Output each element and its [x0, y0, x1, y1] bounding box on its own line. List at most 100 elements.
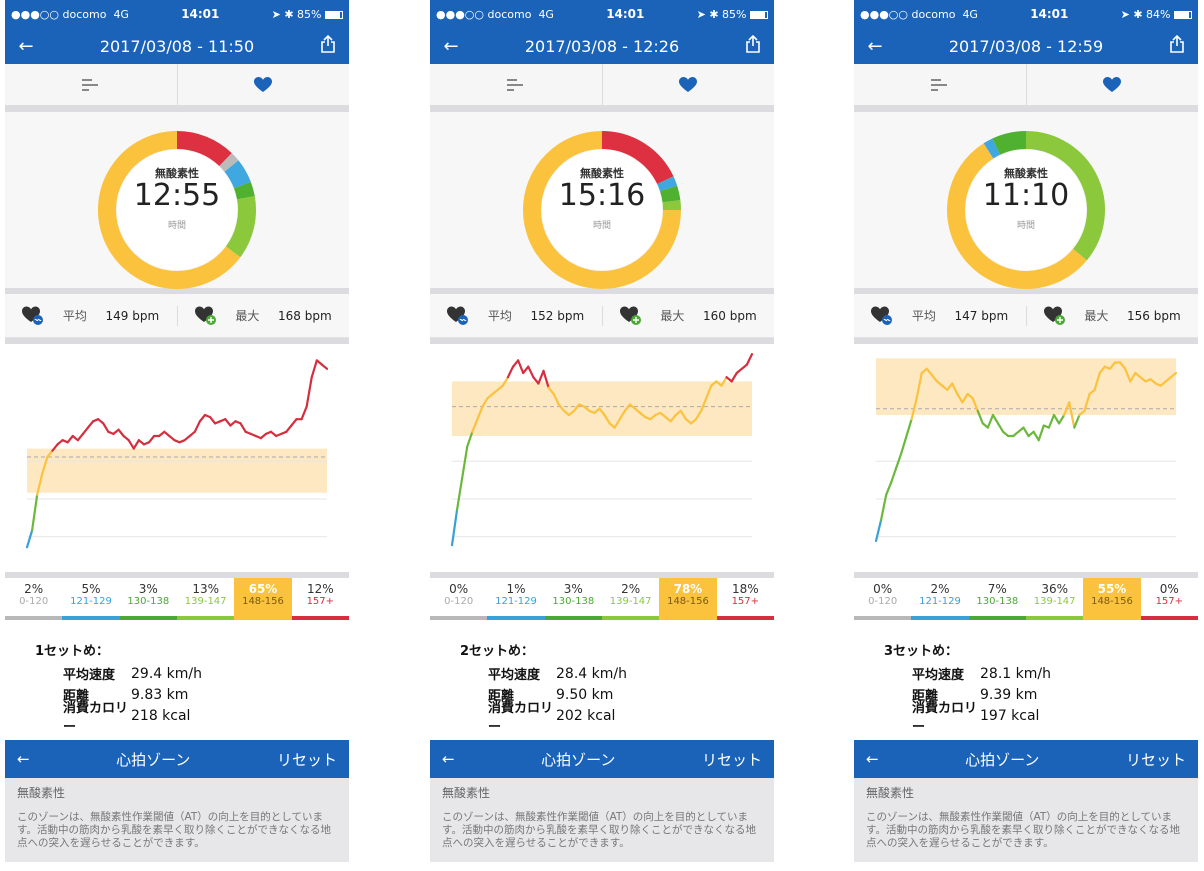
avg-bpm-stat: 平均 152 bpm: [430, 306, 602, 326]
zone-range: 157+: [731, 596, 760, 607]
zone-cell: 18% 157+: [716, 578, 774, 620]
phone-screen: ●●●○○ docomo 4G 14:01 ➤ ✱ 85% ← 2017/03/…: [430, 0, 774, 620]
zone-panel-header: ← 心拍ゾーン リセット: [854, 740, 1198, 778]
avg-heart-icon: [447, 306, 469, 325]
zone-color-bar: [854, 616, 912, 620]
hr-line-segment: [745, 352, 754, 366]
reset-button[interactable]: リセット: [1125, 750, 1186, 769]
distance-label: 距離: [488, 689, 515, 704]
set-summary: 2セットめ： 平均速度 28.4 km/h 距離 9.50 km 消費カロリー 202…: [460, 640, 627, 735]
zone-color-bar: [5, 616, 63, 620]
hr-line-segment: [1118, 361, 1127, 370]
hr-line-segment: [915, 371, 923, 400]
hr-line-segment: [193, 420, 201, 433]
carrier-text: ●●●○○ docomo 4G: [436, 7, 554, 21]
hr-line-segment: [572, 403, 581, 412]
back-arrow-icon[interactable]: ←: [867, 35, 883, 57]
tab-heart-rate[interactable]: [176, 64, 350, 105]
hr-line-segment: [36, 472, 44, 496]
zone-donut-chart: [947, 131, 1105, 289]
nav-bar: ← 2017/03/08 - 12:59: [854, 28, 1198, 64]
tab-heart-rate[interactable]: [1025, 64, 1199, 105]
heart-icon: [1103, 76, 1122, 92]
hr-line-segment: [1032, 430, 1040, 442]
target-zone-band: [27, 448, 327, 493]
hr-line-segment: [1083, 392, 1091, 412]
distance-value: 9.39 km: [980, 686, 1038, 703]
zone-color-bar: [119, 616, 177, 620]
reset-button[interactable]: リセット: [701, 750, 762, 769]
location-icon: ➤: [271, 7, 281, 21]
hr-line-segment: [1037, 424, 1045, 442]
hr-line-segment: [76, 432, 85, 442]
hr-line-segment: [476, 405, 484, 421]
hr-line-segment: [1129, 371, 1137, 383]
hr-line-segment: [501, 376, 510, 387]
hr-line-segment: [41, 455, 49, 475]
zone-name: 無酸素性: [866, 786, 915, 800]
tab-splits[interactable]: [5, 64, 177, 105]
zone-panel-title: 心拍ゾーン: [541, 750, 616, 769]
avg-value: 147 bpm: [954, 308, 1009, 323]
zone-range: 139-147: [609, 596, 652, 607]
distance-value: 9.83 km: [131, 686, 189, 703]
donut-segment: [662, 200, 681, 211]
set-heading: 2セットめ：: [460, 644, 535, 659]
hr-line-segment: [305, 376, 313, 408]
battery-indicator: ➤ ✱ 85%: [697, 8, 768, 21]
session-title: 2017/03/08 - 12:26: [524, 36, 680, 56]
set-heading: 3セットめ：: [884, 644, 959, 659]
tab-splits[interactable]: [430, 64, 602, 105]
zone-name: 無酸素性: [17, 786, 66, 800]
zone-cell: 3% 130-138: [119, 578, 177, 620]
zone-percent: 1%: [506, 582, 526, 596]
hr-line-segment: [450, 508, 459, 547]
back-arrow-icon[interactable]: ←: [17, 750, 30, 768]
calories-value: 202 kcal: [556, 707, 616, 724]
donut-time-caption: 時間: [1016, 221, 1035, 231]
hr-line-segment: [224, 418, 232, 427]
zone-percent: 78%: [673, 582, 703, 596]
back-arrow-icon[interactable]: ←: [866, 750, 879, 768]
zone-panel-body: 無酸素性 このゾーンは、無酸素性作業閾値（AT）の向上を目的としています。活動中…: [430, 778, 774, 862]
status-bar: ●●●○○ docomo 4G 14:01 ➤ ✱ 84%: [854, 0, 1198, 28]
share-icon[interactable]: [317, 34, 339, 58]
zone-color-bar: [1140, 616, 1198, 620]
back-arrow-icon[interactable]: ←: [442, 750, 455, 768]
hr-line-segment: [527, 365, 535, 379]
zone-cell: 2% 121-129: [911, 578, 969, 620]
zone-donut-chart: [98, 131, 256, 289]
donut-time: 11:10: [982, 178, 1070, 213]
share-icon[interactable]: [742, 34, 764, 58]
clock-text: 14:01: [606, 7, 645, 21]
zone-percent: 2%: [621, 582, 641, 596]
back-arrow-icon[interactable]: ←: [18, 35, 34, 57]
donut-segment: [176, 131, 232, 167]
share-icon[interactable]: [1166, 34, 1188, 58]
separator: [430, 288, 774, 294]
max-value: 168 bpm: [278, 308, 332, 323]
hr-line-segment: [1068, 401, 1076, 429]
tab-splits[interactable]: [854, 64, 1026, 105]
zone-donut-chart: [523, 131, 681, 289]
hr-line-segment: [679, 409, 687, 421]
donut-segment: [983, 138, 1001, 159]
zone-range: 121-129: [495, 596, 537, 607]
back-arrow-icon[interactable]: ←: [443, 35, 459, 57]
hr-line-segment: [956, 392, 964, 404]
tab-heart-rate[interactable]: [601, 64, 775, 105]
zone-percent: 13%: [192, 582, 219, 596]
summary-row-calories: 消費カロリー 218 kcal: [35, 701, 202, 735]
carrier-text: ●●●○○ docomo 4G: [860, 7, 978, 21]
calories-label: 消費カロリー: [912, 700, 978, 735]
status-bar: ●●●○○ docomo 4G 14:01 ➤ ✱ 85%: [5, 0, 349, 28]
zone-color-bar: [968, 616, 1026, 620]
zone-cell: 13% 139-147: [176, 578, 235, 620]
hr-line-segment: [603, 413, 611, 425]
reset-button[interactable]: リセット: [276, 750, 337, 769]
zone-percent: 36%: [1041, 582, 1068, 596]
zone-color-bar: [716, 616, 774, 620]
hr-line-segment: [198, 413, 207, 423]
avg-value: 149 bpm: [105, 308, 160, 323]
separator: [5, 288, 349, 294]
